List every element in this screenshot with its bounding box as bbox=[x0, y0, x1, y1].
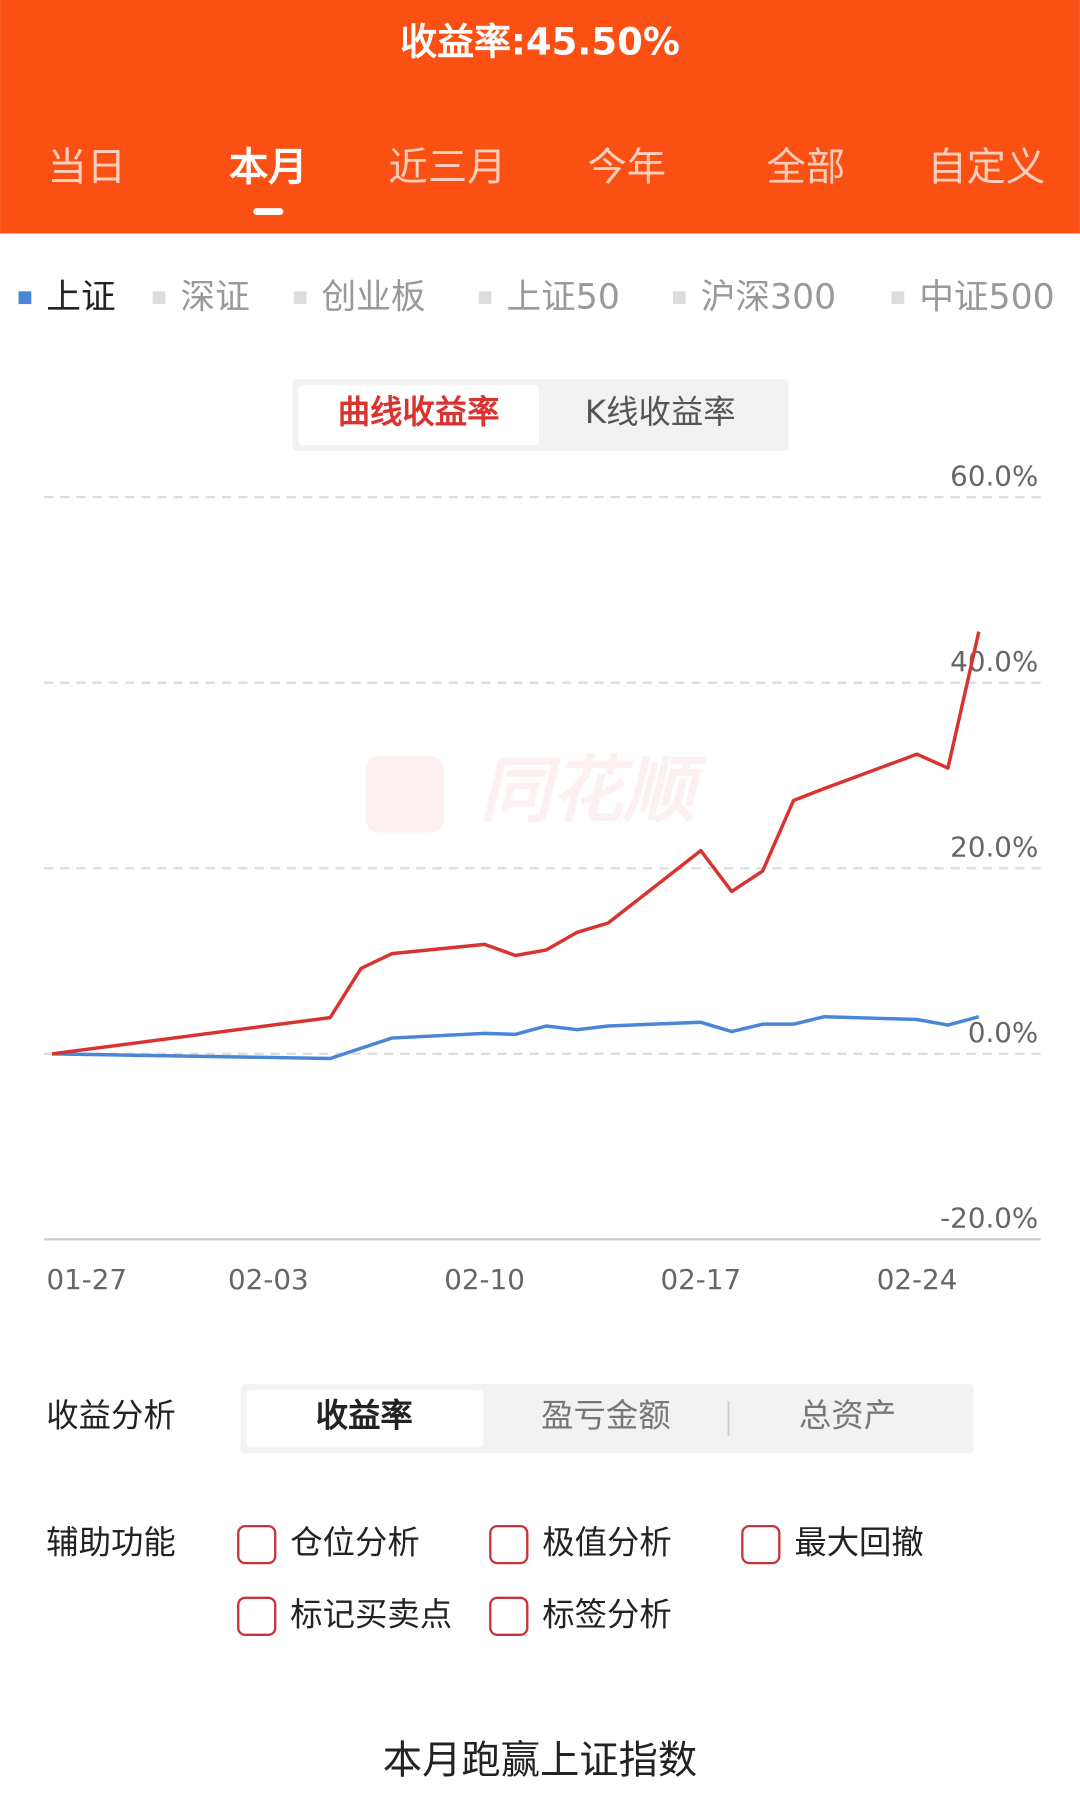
tab[interactable]: 自定义 bbox=[927, 145, 1045, 190]
section-label: 辅助功能 bbox=[46, 1524, 175, 1562]
index-item[interactable]: 上证 bbox=[46, 277, 115, 317]
index-item[interactable]: 沪深300 bbox=[701, 277, 837, 317]
index-item[interactable]: 深证 bbox=[180, 277, 249, 317]
checkbox-label[interactable]: 最大回撤 bbox=[794, 1524, 923, 1562]
toggle-selected bbox=[298, 384, 539, 446]
chart-toggle[interactable]: K线收益率 bbox=[585, 393, 736, 431]
checkbox[interactable] bbox=[741, 1524, 781, 1565]
x-tick-label: 01-27 bbox=[46, 1263, 127, 1296]
series-line bbox=[51, 631, 981, 1056]
analysis-option[interactable]: 总资产 bbox=[799, 1396, 896, 1434]
tab[interactable]: 当日 bbox=[47, 145, 126, 190]
x-tick-label: 02-24 bbox=[877, 1263, 958, 1296]
checkbox-label[interactable]: 极值分析 bbox=[542, 1524, 671, 1562]
legend-swatch bbox=[478, 291, 492, 305]
legend-swatch bbox=[891, 291, 905, 305]
header-bg bbox=[0, 0, 1080, 234]
y-tick-label: 60.0% bbox=[950, 459, 1038, 492]
segment-selected bbox=[246, 1389, 484, 1448]
x-tick-label: 02-10 bbox=[444, 1263, 525, 1296]
series-line bbox=[52, 1014, 980, 1061]
checkbox-label[interactable]: 标签分析 bbox=[542, 1595, 671, 1633]
checkbox[interactable] bbox=[237, 1596, 277, 1636]
checkbox-label[interactable]: 标记买卖点 bbox=[290, 1595, 452, 1633]
y-tick-label: 20.0% bbox=[950, 831, 1038, 864]
legend-swatch bbox=[672, 291, 686, 305]
y-tick-label: -20.0% bbox=[940, 1202, 1038, 1235]
chart-toggle[interactable]: 曲线收益率 bbox=[338, 393, 500, 431]
tab[interactable]: 全部 bbox=[767, 145, 846, 190]
y-tick-label: 0.0% bbox=[968, 1016, 1038, 1049]
legend-swatch bbox=[18, 291, 32, 305]
x-tick-label: 02-03 bbox=[228, 1263, 309, 1296]
tab[interactable]: 本月 bbox=[229, 145, 308, 190]
tab[interactable]: 今年 bbox=[587, 145, 666, 190]
tab[interactable]: 近三月 bbox=[389, 145, 507, 190]
legend-swatch bbox=[293, 291, 307, 305]
watermark: 同花顺 bbox=[480, 748, 708, 832]
section-label: 收益分析 bbox=[46, 1396, 175, 1434]
y-tick-label: 40.0% bbox=[950, 645, 1038, 678]
index-item[interactable]: 上证50 bbox=[506, 277, 619, 317]
index-item[interactable]: 创业板 bbox=[321, 277, 425, 317]
checkbox[interactable] bbox=[489, 1524, 529, 1565]
analysis-option[interactable]: 盈亏金额 bbox=[541, 1396, 670, 1434]
x-tick-label: 02-17 bbox=[661, 1263, 742, 1296]
checkbox[interactable] bbox=[237, 1524, 277, 1565]
checkbox-label[interactable]: 仓位分析 bbox=[290, 1524, 419, 1562]
analysis-option[interactable]: 收益率 bbox=[316, 1396, 413, 1434]
watermark-logo bbox=[365, 756, 445, 833]
tab-indicator bbox=[253, 208, 284, 216]
checkbox[interactable] bbox=[489, 1596, 529, 1636]
footer-text: 本月跑赢上证指数 bbox=[383, 1739, 697, 1784]
index-item[interactable]: 中证500 bbox=[919, 277, 1055, 317]
legend-swatch bbox=[152, 291, 166, 305]
header-title: 收益率:45.50% bbox=[400, 20, 680, 63]
